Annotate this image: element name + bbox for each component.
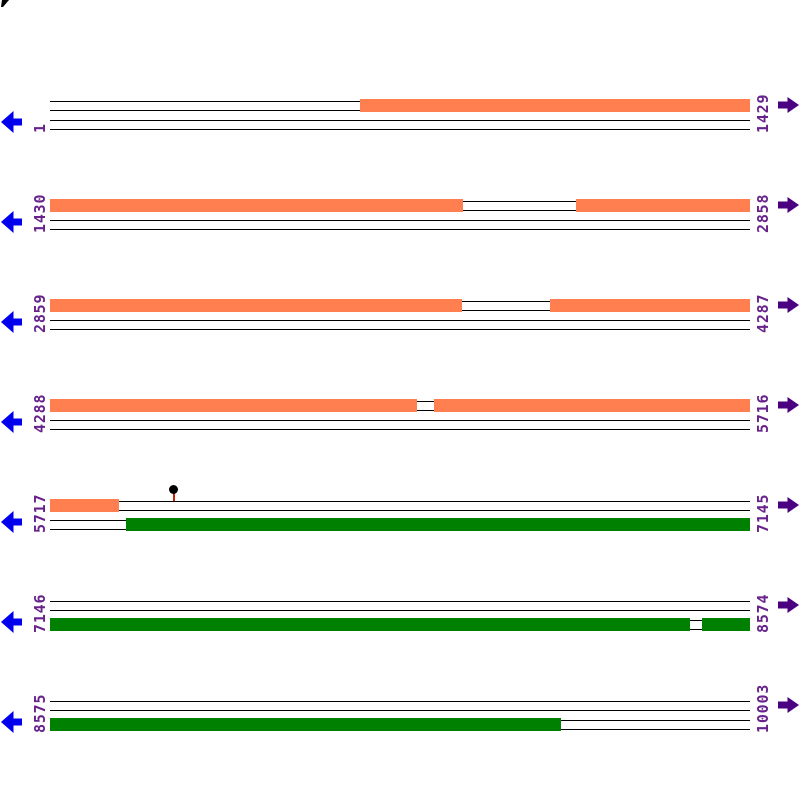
panel-end-coordinate: 4287 xyxy=(754,293,772,333)
right-arrow-icon[interactable] xyxy=(778,97,799,113)
right-arrow-icon[interactable] xyxy=(778,297,799,313)
sequence-panel: 1430 2858 xyxy=(0,181,800,243)
frame-line xyxy=(50,700,750,702)
left-arrow-icon[interactable] xyxy=(1,311,22,333)
reverse-feature-segment xyxy=(50,718,561,731)
sequence-panel: 7146 8574 xyxy=(0,581,800,643)
frame-line xyxy=(50,229,750,231)
right-arrow-icon[interactable] xyxy=(778,497,799,513)
panel-start-coordinate: 5717 xyxy=(31,493,49,533)
left-arrow-icon[interactable] xyxy=(1,611,22,633)
frame-line xyxy=(50,319,750,321)
forward-feature-segment xyxy=(575,199,750,212)
panel-start-coordinate: 1 xyxy=(31,122,49,133)
right-arrow-icon[interactable] xyxy=(778,597,799,613)
forward-feature-segment xyxy=(360,99,750,112)
left-arrow-icon[interactable] xyxy=(1,111,22,133)
reverse-feature-segment xyxy=(126,518,750,531)
sequence-panel: 4288 5716 xyxy=(0,381,800,443)
frame-line xyxy=(50,129,750,131)
pin-marker-stem xyxy=(173,492,175,501)
frame-line xyxy=(50,600,750,602)
left-arrow-icon[interactable] xyxy=(1,211,22,233)
forward-feature-segment xyxy=(550,299,750,312)
sequence-panel: 1 1429 xyxy=(0,81,800,143)
forward-feature-segment xyxy=(50,299,463,312)
forward-feature-segment xyxy=(50,499,120,512)
panel-start-coordinate: 4288 xyxy=(31,393,49,433)
frame-line xyxy=(50,429,750,431)
sequence-panel: 2859 4287 xyxy=(0,281,800,343)
forward-feature-segment xyxy=(50,199,463,212)
frame-line xyxy=(50,610,750,612)
sequence-panel: 8575 10003 xyxy=(0,681,800,743)
frame-line xyxy=(50,710,750,712)
panel-start-coordinate: 1430 xyxy=(31,193,49,233)
frame-line xyxy=(50,329,750,331)
frame-line xyxy=(50,419,750,421)
panel-end-coordinate: 10003 xyxy=(754,683,772,733)
frame-line xyxy=(50,119,750,121)
frame-line xyxy=(50,500,750,502)
panel-end-coordinate: 7145 xyxy=(754,493,772,533)
clipped-text-artifact xyxy=(1,0,9,7)
frame-line xyxy=(50,510,750,512)
panel-start-coordinate: 8575 xyxy=(31,693,49,733)
panel-end-coordinate: 2858 xyxy=(754,193,772,233)
panel-end-coordinate: 1429 xyxy=(754,93,772,133)
panel-end-coordinate: 8574 xyxy=(754,593,772,633)
frame-line xyxy=(50,219,750,221)
panel-start-coordinate: 7146 xyxy=(31,593,49,633)
panel-end-coordinate: 5716 xyxy=(754,393,772,433)
reverse-feature-segment xyxy=(50,618,690,631)
reverse-feature-segment xyxy=(701,618,750,631)
right-arrow-icon[interactable] xyxy=(778,697,799,713)
right-arrow-icon[interactable] xyxy=(778,397,799,413)
pin-marker-head-icon xyxy=(169,485,179,494)
sequence-panel: 5717 7145 xyxy=(0,481,800,543)
forward-feature-segment xyxy=(50,399,417,412)
left-arrow-icon[interactable] xyxy=(1,711,22,733)
left-arrow-icon[interactable] xyxy=(1,511,22,533)
forward-feature-segment xyxy=(434,399,750,412)
panel-start-coordinate: 2859 xyxy=(31,293,49,333)
left-arrow-icon[interactable] xyxy=(1,411,22,433)
right-arrow-icon[interactable] xyxy=(778,197,799,213)
